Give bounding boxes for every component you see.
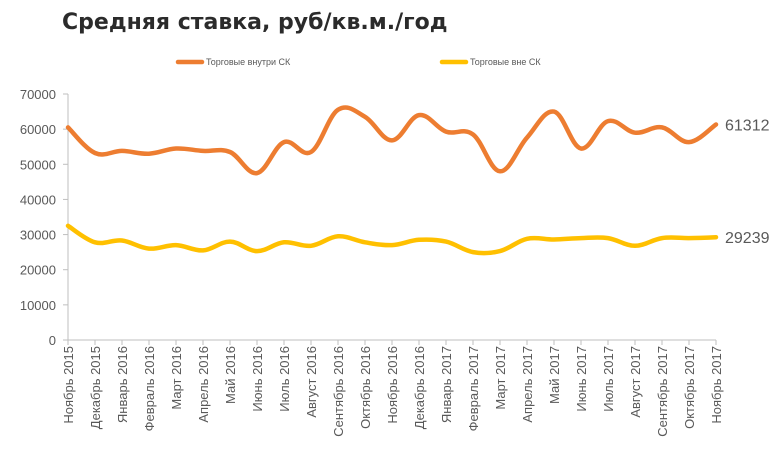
series-lines <box>65 105 719 256</box>
end-value-label: 29239 <box>725 230 770 247</box>
data-point <box>552 110 556 114</box>
data-point <box>444 240 448 244</box>
data-point <box>147 247 151 251</box>
data-point <box>390 138 394 142</box>
x-tick-label: Ноябрь 2017 <box>709 346 724 424</box>
data-point <box>714 235 718 239</box>
data-point <box>498 249 502 253</box>
x-tick-label: Июнь 2016 <box>250 346 265 412</box>
data-point <box>660 236 664 240</box>
data-point <box>309 244 313 248</box>
data-point <box>444 130 448 134</box>
y-tick-label: 40000 <box>20 192 56 207</box>
data-point <box>606 236 610 240</box>
data-point <box>687 236 691 240</box>
y-tick-label: 0 <box>49 333 56 348</box>
data-point <box>93 151 97 155</box>
data-point <box>633 131 637 135</box>
data-point <box>201 149 205 153</box>
data-point <box>120 239 124 243</box>
y-tick-label: 60000 <box>20 122 56 137</box>
x-tick-label: Октябрь 2017 <box>682 346 697 429</box>
x-tick-label: Октябрь 2016 <box>358 346 373 429</box>
data-point <box>363 240 367 244</box>
data-point <box>309 150 313 154</box>
x-tick-label: Август 2016 <box>304 346 319 418</box>
data-point <box>66 224 70 228</box>
x-tick-label: Май 2017 <box>547 346 562 404</box>
data-point <box>525 237 529 241</box>
legend-label: Торговые вне СК <box>470 57 541 67</box>
series-line-1 <box>65 223 719 256</box>
data-point <box>336 234 340 238</box>
series-line-0 <box>65 105 719 176</box>
data-point <box>120 149 124 153</box>
y-axis: 0 10000 20000 30000 40000 50000 60000 70000 <box>20 87 69 348</box>
legend: Торговые внутри СК Торговые вне СК <box>175 57 541 67</box>
data-point <box>255 249 259 253</box>
data-point <box>471 250 475 254</box>
data-point <box>687 140 691 144</box>
x-tick-label: Март 2017 <box>493 346 508 410</box>
y-tick-label: 70000 <box>20 87 56 102</box>
data-point <box>363 115 367 119</box>
y-tick-label: 20000 <box>20 263 56 278</box>
end-value-label: 61312 <box>725 118 770 135</box>
x-tick-label: Сентябрь 2017 <box>655 346 670 437</box>
x-tick-label: Июль 2017 <box>601 346 616 412</box>
x-tick-label: Декабрь 2015 <box>88 346 103 429</box>
data-point <box>228 150 232 154</box>
data-point <box>201 248 205 252</box>
data-point <box>93 240 97 244</box>
x-tick-label: Апрель 2017 <box>520 346 535 423</box>
x-axis: Ноябрь 2015 Декабрь 2015 Январь 2016 Феврал… <box>61 339 724 437</box>
data-point <box>228 240 232 244</box>
data-point <box>660 125 664 129</box>
x-tick-label: Август 2017 <box>628 346 643 418</box>
data-point <box>282 140 286 144</box>
data-point <box>174 146 178 150</box>
x-tick-label: Февраль 2016 <box>142 346 157 431</box>
legend-label: Торговые внутри СК <box>206 57 291 67</box>
x-tick-label: Март 2016 <box>169 346 184 410</box>
data-point <box>498 169 502 173</box>
x-tick-label: Декабрь 2016 <box>412 346 427 429</box>
x-tick-label: Июль 2016 <box>277 346 292 412</box>
data-point <box>633 244 637 248</box>
data-point <box>417 238 421 242</box>
x-tick-label: Февраль 2017 <box>466 346 481 431</box>
x-tick-label: Ноябрь 2016 <box>385 346 400 424</box>
data-point <box>471 132 475 136</box>
y-tick-label: 30000 <box>20 228 56 243</box>
x-tick-label: Январь 2016 <box>115 346 130 423</box>
data-point <box>147 152 151 156</box>
x-tick-label: Апрель 2016 <box>196 346 211 423</box>
y-tick-label: 50000 <box>20 157 56 172</box>
data-point <box>174 243 178 247</box>
data-point <box>282 240 286 244</box>
x-tick-label: Ноябрь 2015 <box>61 346 76 424</box>
data-point <box>606 119 610 123</box>
y-tick-label: 10000 <box>20 298 56 313</box>
data-point <box>66 125 70 129</box>
x-tick-label: Май 2016 <box>223 346 238 404</box>
data-point <box>525 136 529 140</box>
data-point <box>714 123 718 127</box>
data-point <box>336 108 340 112</box>
data-point <box>552 237 556 241</box>
data-point <box>579 236 583 240</box>
chart-title: Средняя ставка, руб/кв.м./год <box>62 10 448 35</box>
x-tick-label: Сентябрь 2016 <box>331 346 346 437</box>
data-point <box>255 171 259 175</box>
data-point <box>417 113 421 117</box>
data-point <box>579 146 583 150</box>
end-labels: 61312 29239 <box>725 118 770 248</box>
x-tick-label: Июнь 2017 <box>574 346 589 412</box>
data-point <box>390 243 394 247</box>
x-tick-label: Январь 2017 <box>439 346 454 423</box>
